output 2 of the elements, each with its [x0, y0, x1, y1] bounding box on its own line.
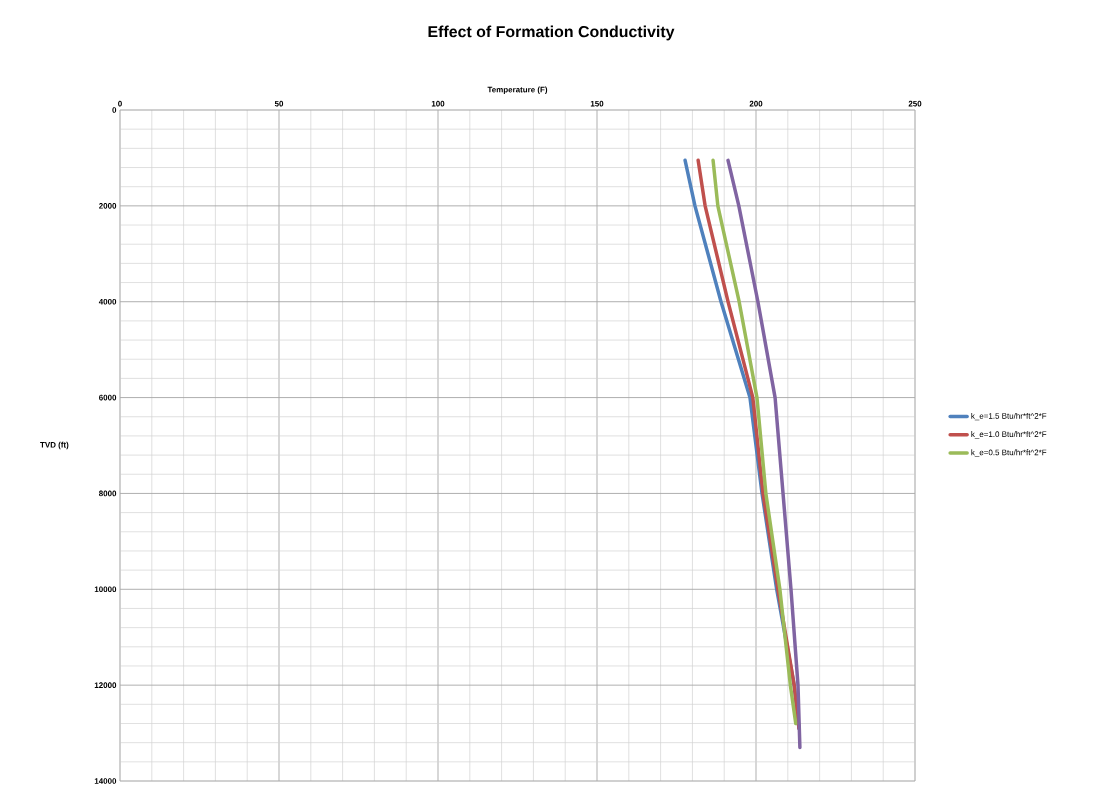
- line-series: [711, 158, 798, 726]
- chart-title: Effect of Formation Conductivity: [428, 25, 675, 41]
